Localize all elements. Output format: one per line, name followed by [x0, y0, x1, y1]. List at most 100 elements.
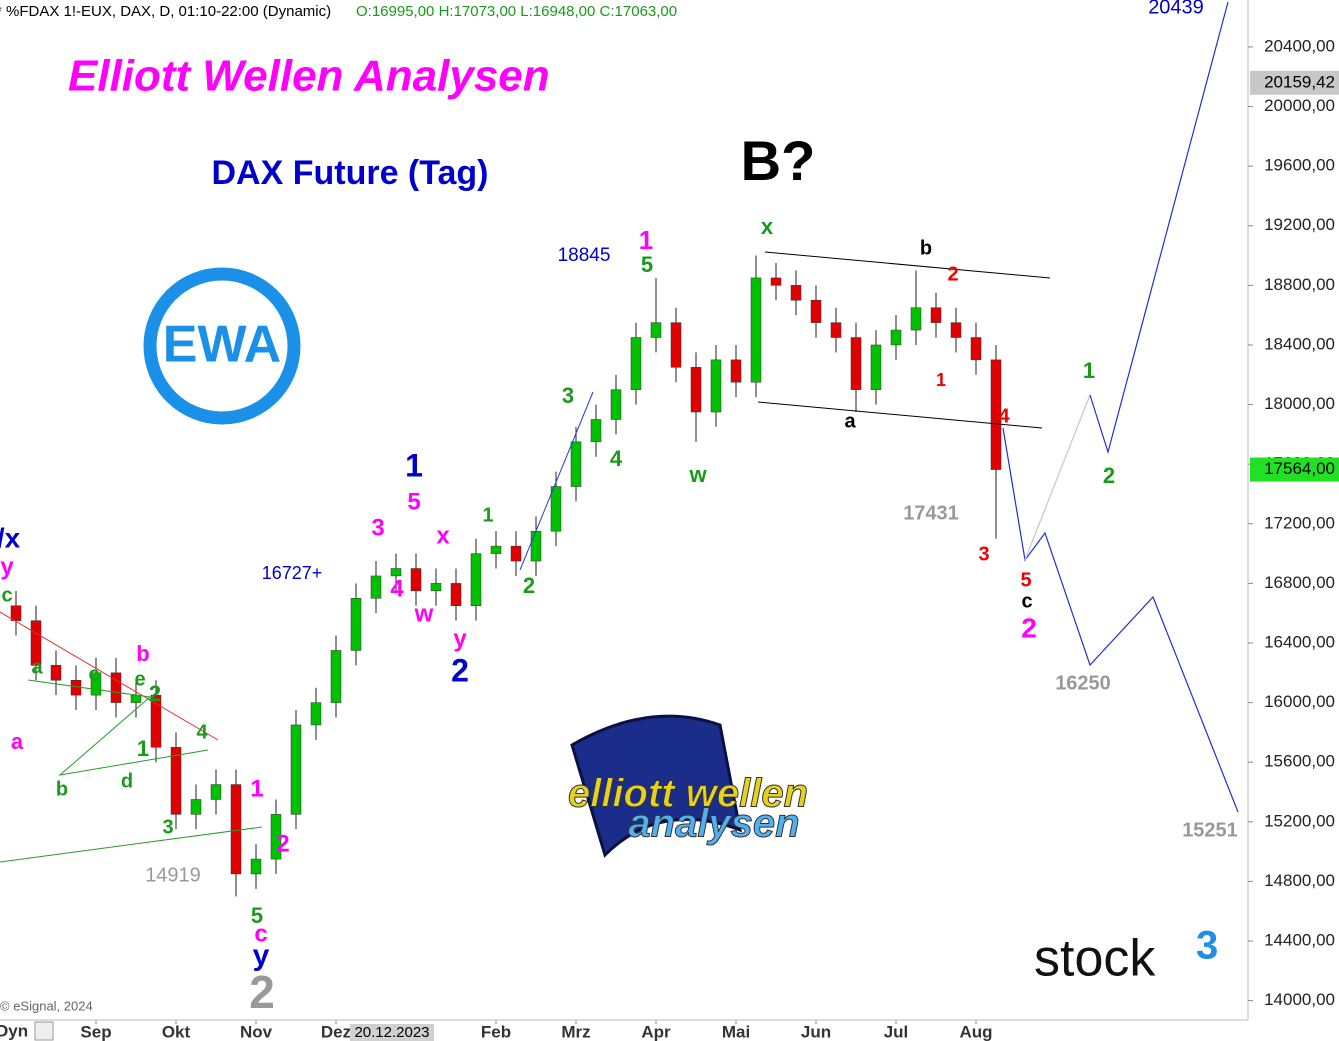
stock-logo-sup: 3	[1196, 924, 1218, 968]
candle-body	[750, 277, 762, 383]
candle-body	[530, 530, 542, 562]
y-tick-label: 19200,00	[1264, 215, 1335, 234]
lock-icon[interactable]	[34, 1021, 54, 1041]
candle-body	[10, 605, 22, 621]
candle-body	[630, 337, 642, 390]
trend-line	[519, 391, 594, 571]
candle-body	[430, 583, 442, 592]
candle-body	[190, 799, 202, 815]
wave-label: e	[134, 668, 145, 690]
y-tick-label: 16800,00	[1264, 573, 1335, 592]
wave-label: 17431	[903, 502, 959, 524]
candle-body	[250, 858, 262, 875]
wave-label: 2	[451, 652, 469, 688]
y-tick-label: 15600,00	[1264, 752, 1335, 771]
wave-label: b	[56, 778, 68, 800]
x-tick-label: Jun	[801, 1022, 831, 1041]
wave-label: 18845	[558, 245, 611, 266]
candle-body	[510, 545, 522, 562]
subtitle: DAX Future (Tag)	[211, 154, 488, 192]
projection	[1089, 1, 1229, 455]
brand-bottom: analysen	[628, 802, 799, 846]
candle-body	[370, 575, 382, 599]
candle-body	[650, 322, 662, 338]
candle-body	[910, 307, 922, 331]
wave-label: 3	[978, 543, 989, 565]
wave-label: a	[844, 410, 856, 432]
wave-label: 4	[610, 446, 623, 471]
y-tick-label: 16000,00	[1264, 692, 1335, 711]
candle-body	[710, 359, 722, 413]
candle-body	[890, 329, 902, 346]
candle-body	[730, 359, 742, 383]
wave-label: 2	[249, 966, 275, 1018]
candle-body	[170, 747, 182, 815]
y-tick-label: 14800,00	[1264, 871, 1335, 890]
candle-body	[610, 389, 622, 420]
candle-body	[270, 814, 282, 860]
wave-label: 16250	[1055, 672, 1111, 694]
y-tick-label: 19600,00	[1264, 156, 1335, 175]
flag	[570, 714, 742, 858]
cursor-date: 20.12.2023	[354, 1024, 429, 1041]
wave-label: 16727+	[262, 563, 323, 583]
wave-label: c	[1, 584, 12, 606]
wave-label: 1	[936, 370, 946, 390]
candle-body	[970, 337, 982, 361]
wave-label: 4	[196, 721, 208, 743]
candle-body	[950, 322, 962, 338]
interval: Dyn	[0, 1021, 28, 1040]
wave-label: 2	[523, 573, 535, 598]
candle-body	[570, 441, 582, 487]
wave-label: 1	[639, 225, 653, 255]
wave-label: c	[254, 920, 267, 947]
wave-label: 1	[1083, 358, 1095, 383]
wave-label: 4	[998, 405, 1010, 427]
candle-body	[350, 598, 362, 651]
x-tick-label: Mrz	[561, 1022, 590, 1041]
candle-body	[670, 322, 682, 368]
x-tick-label: Nov	[240, 1022, 273, 1041]
candle-body	[290, 724, 302, 815]
trend-line	[0, 826, 263, 863]
projection	[1024, 394, 1091, 561]
candle-body	[850, 337, 862, 390]
price-marker-label: 17564,00	[1264, 459, 1335, 478]
wave-label: w	[688, 462, 707, 487]
candle-body	[490, 545, 502, 554]
candle-body	[990, 359, 1002, 470]
candle-body	[110, 672, 122, 703]
wave-label: c	[1021, 590, 1032, 612]
x-tick-label: Feb	[481, 1022, 511, 1041]
wave-label: 4	[390, 575, 404, 602]
wave-label: 2	[149, 681, 161, 706]
wave-label: c	[88, 663, 99, 685]
candle-body	[870, 344, 882, 390]
copyright: © eSignal, 2024	[0, 998, 93, 1013]
candle-body	[30, 620, 42, 666]
wave-label: B?	[741, 129, 816, 192]
wave-label: x	[436, 522, 450, 549]
candle-body	[450, 583, 462, 606]
wave-label: 20439	[1148, 0, 1204, 18]
y-tick-label: 17200,00	[1264, 513, 1335, 532]
wave-label: y	[253, 939, 270, 972]
channel-line	[757, 401, 1043, 429]
wave-label: 2	[1103, 463, 1115, 488]
x-tick-label: Okt	[162, 1022, 191, 1041]
brand-logo: elliott wellen analysen	[567, 714, 809, 858]
candle-body	[330, 650, 342, 703]
y-tick-label: 18800,00	[1264, 275, 1335, 294]
wave-label: 5	[641, 252, 653, 277]
cursor-date-box	[350, 1024, 434, 1041]
x-tick-label: Dez	[321, 1022, 351, 1041]
wave-label: 2	[1021, 612, 1037, 643]
x-tick-label: Apr	[641, 1022, 671, 1041]
stock-logo: stock	[1034, 930, 1156, 988]
y-tick-label: 14400,00	[1264, 931, 1335, 950]
wave-label: x	[761, 214, 774, 239]
price-marker-label: 20159,42	[1264, 72, 1335, 91]
candle-body	[590, 419, 602, 443]
wave-label: 5	[407, 488, 420, 515]
